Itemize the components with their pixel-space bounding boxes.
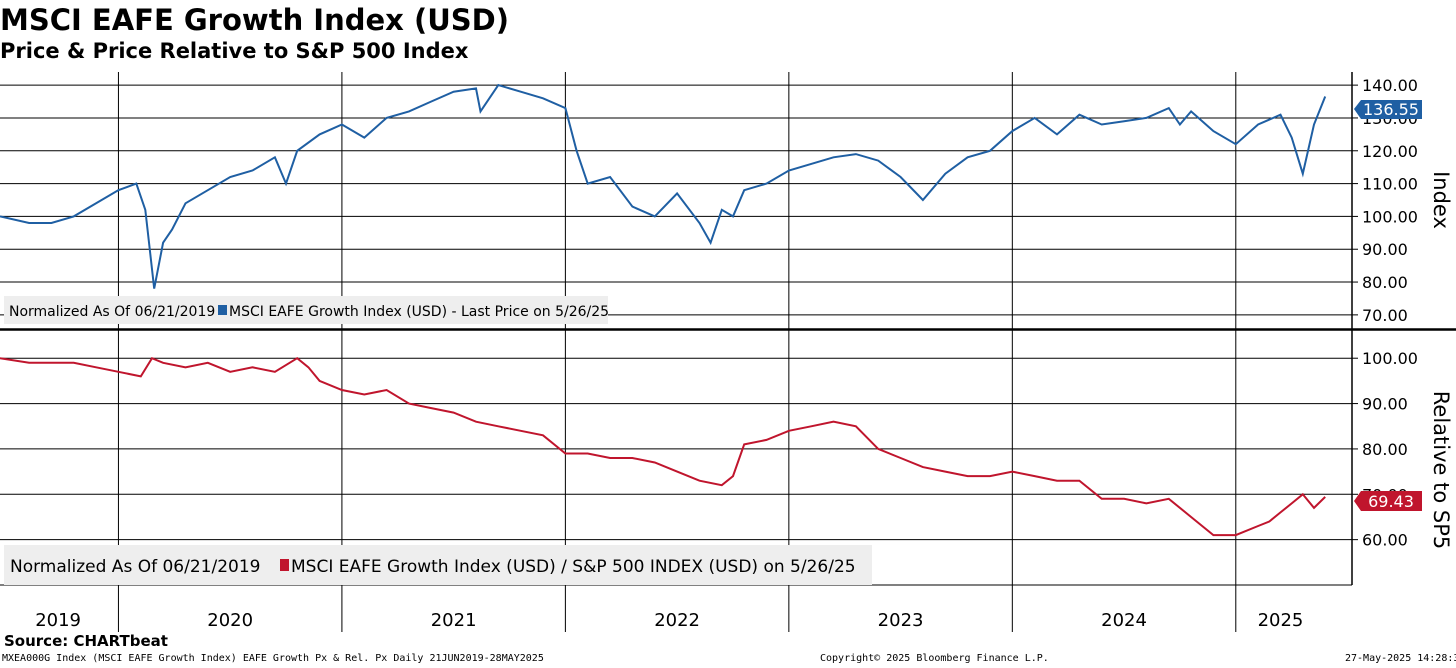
y-tick-label: 140.00 [1362,76,1418,95]
relative-legend-box [4,545,872,585]
footer-copyright: Copyright© 2025 Bloomberg Finance L.P. [820,653,1049,664]
x-tick-label: 2022 [654,610,700,631]
y-tick-label: 80.00 [1362,440,1408,459]
price-last-value-label: 136.55 [1363,100,1419,119]
relative-legend-series: MSCI EAFE Growth Index (USD) / S&P 500 I… [291,557,856,577]
y-tick-label: 100.00 [1362,207,1418,226]
x-tick-label: 2020 [207,610,253,631]
price-legend-box [4,296,608,324]
price-legend-normalized: Normalized As Of 06/21/2019 [9,304,215,320]
y-tick-label: 80.00 [1362,273,1408,292]
x-tick-label: 2021 [431,610,477,631]
relative-legend-normalized: Normalized As Of 06/21/2019 [10,557,260,577]
price-axis-title: Index [1429,171,1453,229]
relative-last-value-badge [1354,491,1422,511]
price-last-value-badge [1354,100,1422,119]
y-tick-label: 110.00 [1362,175,1418,194]
footer-ticker-info: MXEA000G Index (MSCI EAFE Growth Index) … [2,653,544,664]
x-tick-label: 2023 [878,610,924,631]
y-tick-label: 120.00 [1362,142,1418,161]
price-legend-swatch [218,305,227,315]
price-legend-series: MSCI EAFE Growth Index (USD) - Last Pric… [229,304,609,320]
y-tick-label: 100.00 [1362,349,1418,368]
y-tick-label: 90.00 [1362,395,1408,414]
y-tick-label: 70.00 [1362,306,1408,325]
relative-series-line [0,356,1326,537]
y-tick-label: 60.00 [1362,531,1408,550]
chart-title: MSCI EAFE Growth Index (USD) [0,3,509,37]
x-tick-label: 2024 [1101,610,1147,631]
relative-axis-title: Relative to SP5 [1429,391,1453,549]
source-note: Source: CHARTbeat [4,632,168,650]
chart-subtitle: Price & Price Relative to S&P 500 Index [0,39,469,63]
relative-panel-grid [0,357,1352,541]
footer-timestamp: 27-May-2025 14:28:38 [1345,653,1456,664]
relative-legend-swatch [280,559,289,571]
price-panel-grid [0,84,1352,316]
x-tick-label: 2019 [35,610,81,631]
relative-last-value-label: 69.43 [1368,492,1414,511]
price-series-line [0,83,1327,289]
price-y-ticks: 70.0080.0090.00100.00110.00120.00130.001… [1352,76,1418,325]
x-tick-label: 2025 [1258,610,1304,631]
y-tick-label: 90.00 [1362,240,1408,259]
x-axis-labels: 2019 2020 2021 2022 2023 2024 2025 [35,610,1303,631]
